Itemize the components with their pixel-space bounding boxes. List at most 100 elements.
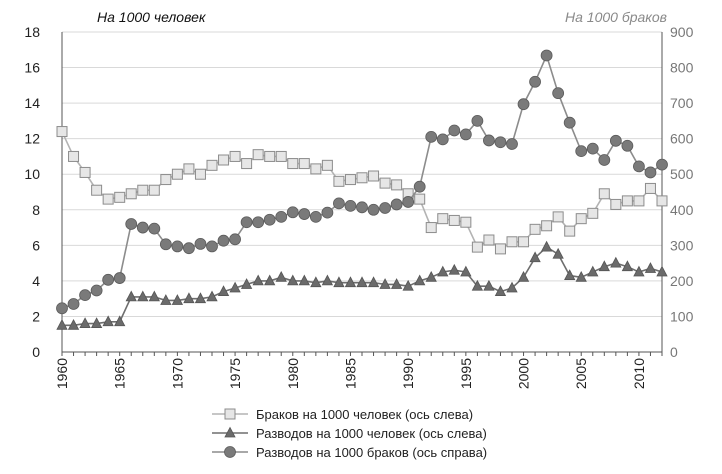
divorces-per-1000-marriages-point: [459, 128, 472, 141]
x-tick-label: 2010: [631, 358, 647, 389]
divorces-per-1000-marriages-point: [563, 116, 576, 129]
marriages-per-1000-people-point: [68, 150, 80, 162]
divorces-per-1000-people-point: [483, 279, 495, 291]
marriages-per-1000-people-point: [425, 222, 437, 234]
divorces-per-1000-marriages-point: [321, 206, 334, 219]
divorces-per-1000-people-point: [125, 290, 137, 302]
divorces-per-1000-marriages-point: [552, 87, 565, 100]
marriages-per-1000-people-point: [656, 195, 668, 207]
divorces-per-1000-marriages-point: [275, 210, 288, 223]
legend-marker: [224, 408, 236, 420]
y-right-tick-label: 0: [670, 344, 678, 360]
marriages-per-1000-people-point: [494, 243, 506, 255]
divorces-per-1000-people-point: [183, 292, 195, 304]
y-left-tick-label: 8: [32, 202, 40, 218]
marriages-per-1000-people-point: [194, 168, 206, 180]
divorces-per-1000-people-point: [633, 265, 645, 277]
marriages-per-1000-people-point: [114, 191, 126, 203]
divorces-per-1000-people-point: [621, 260, 634, 272]
divorces-per-1000-people-point: [137, 290, 149, 302]
divorces-per-1000-marriages-point: [609, 134, 622, 147]
marriages-per-1000-people-point: [541, 220, 553, 232]
divorces-per-1000-marriages-point: [79, 289, 91, 302]
y-left-tick-label: 14: [24, 95, 40, 111]
y-right-tick-label: 900: [670, 24, 694, 40]
divorces-per-1000-people-point: [367, 276, 380, 288]
marriages-per-1000-people-point: [564, 225, 576, 237]
marriages-per-1000-people-point: [148, 184, 160, 196]
divorces-per-1000-marriages-point: [263, 213, 276, 226]
divorces-per-1000-people-point: [564, 269, 576, 280]
y-left-tick-label: 2: [32, 308, 40, 324]
divorces-per-1000-people-point: [252, 274, 264, 286]
y-right-tick-label: 300: [670, 237, 694, 253]
divorces-per-1000-marriages-point: [390, 198, 403, 211]
divorces-per-1000-marriages-point: [171, 240, 184, 253]
y-left-tick-label: 18: [24, 24, 40, 40]
divorces-per-1000-marriages-point: [136, 221, 149, 234]
marriages-per-1000-people-point: [552, 211, 564, 223]
marriages-per-1000-people-point: [56, 126, 68, 138]
y-left-tick-label: 10: [24, 166, 40, 182]
y-right-tick-label: 400: [670, 202, 694, 218]
divorces-per-1000-marriages-point: [540, 49, 553, 62]
divorces-per-1000-marriages-point: [598, 154, 611, 166]
marriages-per-1000-people-point: [621, 195, 633, 207]
divorces-per-1000-people-point: [264, 274, 276, 286]
marriages-per-1000-people-point: [298, 158, 310, 170]
marriages-per-1000-people-point: [448, 214, 460, 226]
marriages-per-1000-people-point: [518, 236, 530, 248]
marriages-per-1000-people-point: [125, 188, 137, 200]
divorces-per-1000-marriages-point: [67, 298, 80, 310]
divorces-per-1000-marriages-point: [125, 218, 138, 230]
divorces-per-1000-marriages-point: [425, 130, 438, 143]
marriages-per-1000-people-point: [241, 158, 253, 170]
divorces-per-1000-people-point: [356, 276, 368, 288]
left-axis-caption: На 1000 человек: [97, 9, 207, 25]
divorces-per-1000-marriages-point: [448, 124, 461, 137]
divorces-per-1000-marriages-point: [656, 158, 668, 171]
x-tick-label: 1965: [112, 358, 128, 389]
divorces-per-1000-marriages-point: [344, 199, 357, 212]
divorces-per-1000-people-point: [575, 270, 587, 282]
divorces-per-1000-marriages-point: [575, 145, 588, 158]
y-left-tick-label: 0: [32, 344, 40, 360]
marriages-per-1000-people-point: [229, 150, 241, 162]
divorces-per-1000-people-point: [656, 265, 668, 277]
x-tick-label: 1985: [342, 358, 358, 389]
marriages-per-1000-people-point: [644, 182, 656, 194]
divorces-per-1000-people-point: [229, 281, 241, 293]
x-tick-label: 1990: [400, 358, 416, 389]
marriages-per-1000-people-point: [356, 172, 368, 184]
y-right-tick-label: 600: [670, 131, 694, 147]
divorces-per-1000-people-point: [425, 270, 437, 282]
marriages-per-1000-people-point: [379, 177, 391, 189]
marriages-per-1000-people-point: [218, 154, 230, 166]
marriages-per-1000-people-point: [506, 236, 518, 248]
marriages-per-1000-people-point: [391, 179, 403, 191]
y-left-tick-label: 12: [24, 131, 40, 147]
divorces-per-1000-people-point: [206, 290, 218, 302]
divorces-per-1000-marriages-point: [633, 160, 645, 173]
divorces-per-1000-marriages-point: [183, 242, 195, 255]
divorces-per-1000-people-point: [56, 318, 68, 330]
divorces-per-1000-marriages-point: [436, 133, 449, 146]
divorces-per-1000-marriages-point: [586, 142, 599, 155]
divorces-per-1000-people-point: [102, 315, 114, 327]
marriages-per-1000-people-point: [206, 159, 218, 171]
marriages-per-1000-people-point: [333, 175, 345, 187]
x-tick-label: 2005: [573, 358, 589, 389]
marriages-per-1000-people-point: [160, 174, 172, 186]
x-tick-label: 1960: [54, 358, 70, 389]
marriages-per-1000-people-point: [275, 150, 287, 162]
divorces-per-1000-people-point: [506, 281, 518, 293]
divorces-per-1000-people-point: [552, 247, 564, 259]
divorces-per-1000-people-point: [540, 240, 553, 252]
marriages-per-1000-people-point: [587, 207, 599, 219]
right-axis-caption: На 1000 браков: [565, 9, 667, 25]
x-tick-label: 1975: [227, 358, 243, 389]
marriages-per-1000-people-point: [483, 234, 495, 246]
divorces-per-1000-marriages-point: [413, 180, 426, 193]
divorces-per-1000-marriages-point: [483, 134, 495, 147]
marriages-per-1000-people-point: [137, 184, 149, 196]
